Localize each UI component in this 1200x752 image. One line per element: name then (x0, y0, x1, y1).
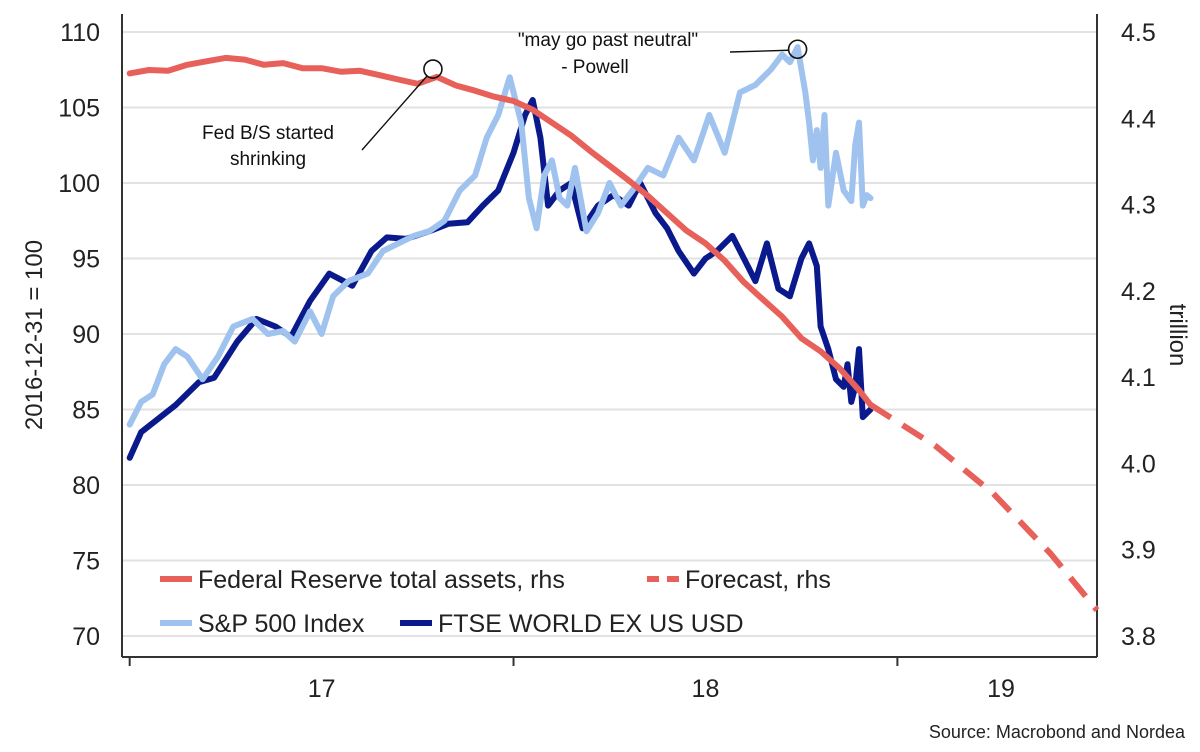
y-tick-label-right: 4.4 (1121, 105, 1156, 133)
series-group (126, 44, 1100, 613)
y-tick-label-left: 110 (60, 19, 100, 47)
y-tick-label-left: 85 (72, 397, 100, 425)
series-line-s-p-500-index (126, 44, 874, 428)
y-tick-label-right: 4.3 (1121, 192, 1156, 220)
axes: 70 75 80 85 90 95 100 105 110 3.8 3.9 4.0 4.1 4.2 4.3 4… (21, 14, 1191, 703)
left-axis-title: 2016-12-31 = 100 (21, 240, 48, 430)
annotation-text: Fed B/S started (202, 123, 334, 144)
legend-label: Federal Reserve total assets, rhs (198, 566, 565, 594)
series-line-forecast-rhs (868, 402, 1100, 613)
y-tick-label-right: 3.8 (1121, 623, 1156, 651)
legend-item: FTSE WORLD EX US USD (400, 610, 744, 638)
x-tick-label: 19 (987, 675, 1015, 703)
annotation-leader-line (361, 75, 428, 151)
legend-item: S&P 500 Index (160, 610, 365, 638)
y-tick-label-left: 90 (72, 321, 100, 349)
annotation-text: shrinking (230, 149, 306, 170)
source-note: Source: Macrobond and Nordea (929, 722, 1186, 742)
legend: Federal Reserve total assets, rhs Forecas… (160, 566, 831, 638)
right-axis-title: trillion (1164, 304, 1191, 367)
y-tick-label-left: 100 (58, 170, 100, 198)
annotations: Fed B/S started shrinking "may go past neu… (202, 30, 808, 170)
y-tick-label-left: 80 (72, 472, 100, 500)
legend-item: Forecast, rhs (647, 566, 831, 594)
legend-label: Forecast, rhs (685, 566, 831, 594)
y-tick-label-right: 4.1 (1121, 364, 1156, 392)
annotation-text: - Powell (561, 57, 629, 78)
y-tick-label-left: 95 (72, 246, 100, 274)
y-tick-label-right: 4.0 (1121, 450, 1156, 478)
legend-item: Federal Reserve total assets, rhs (160, 566, 565, 594)
y-tick-label-right: 3.9 (1121, 537, 1156, 565)
y-tick-label-left: 105 (58, 95, 100, 123)
y-tick-label-left: 70 (72, 623, 100, 651)
legend-label: FTSE WORLD EX US USD (438, 610, 744, 638)
annotation-marker (787, 39, 808, 60)
x-tick-label: 17 (308, 675, 336, 703)
y-tick-label-right: 4.5 (1121, 19, 1156, 47)
series-line-ftse-world-ex-us-usd (126, 97, 874, 461)
legend-label: S&P 500 Index (198, 610, 365, 638)
y-tick-label-left: 75 (72, 548, 100, 576)
y-tick-label-right: 4.2 (1121, 278, 1156, 306)
x-tick-label: 18 (692, 675, 720, 703)
annotation-leader-line (729, 49, 789, 53)
series-line-federal-reserve-total-assets-rhs (126, 54, 874, 408)
annotation-marker (423, 59, 443, 79)
annotation-text: "may go past neutral" (518, 30, 698, 51)
